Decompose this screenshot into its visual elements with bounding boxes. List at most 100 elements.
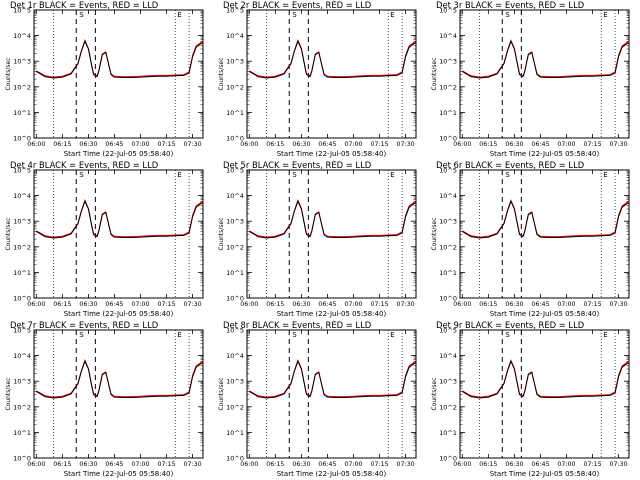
y-axis-label: Counts/sec — [5, 377, 12, 410]
series-line-lld — [462, 359, 629, 398]
y-axis-label: Counts/sec — [218, 377, 225, 410]
y-tick-label: 10^0 — [13, 295, 31, 303]
y-tick-label: 10^2 — [13, 83, 31, 91]
x-tick-label: 07:15 — [370, 141, 388, 148]
x-axis-label: Start Time (22-Jul-05 05:58:40) — [277, 310, 387, 318]
x-tick-label: 06:15 — [479, 141, 497, 148]
chart-title: Det 5r BLACK = Events, RED = LLD — [223, 160, 371, 170]
x-tick-label: 06:00 — [27, 141, 45, 148]
x-tick-label: 07:30 — [184, 301, 202, 308]
y-tick-label: 10^4 — [226, 192, 244, 200]
series-line-lld — [249, 199, 416, 238]
y-tick-label: 10^2 — [226, 83, 244, 91]
y-tick-label: 10^5 — [226, 327, 244, 335]
y-tick-label: 10^1 — [226, 109, 244, 117]
y-tick-label: 10^4 — [13, 192, 31, 200]
start-marker-label: S — [292, 11, 297, 19]
y-tick-label: 10^1 — [439, 269, 457, 277]
y-tick-label: 10^0 — [226, 295, 244, 303]
x-tick-label: 06:30 — [79, 461, 97, 468]
y-tick-label: 10^3 — [13, 378, 31, 386]
x-tick-label: 07:15 — [157, 301, 175, 308]
x-tick-label: 06:15 — [479, 301, 497, 308]
y-axis-label: Counts/sec — [218, 217, 225, 250]
y-tick-label: 10^5 — [226, 167, 244, 175]
y-tick-label: 10^3 — [439, 378, 457, 386]
series-line-events — [462, 199, 629, 239]
end-marker-label: E — [177, 11, 181, 19]
chart-title: Det 1r BLACK = Events, RED = LLD — [10, 0, 158, 10]
x-tick-label: 07:15 — [157, 461, 175, 468]
y-tick-label: 10^5 — [439, 7, 457, 15]
x-tick-label: 07:00 — [557, 141, 575, 148]
y-axis-label: Counts/sec — [5, 57, 12, 90]
y-tick-label: 10^0 — [13, 455, 31, 463]
y-tick-label: 10^1 — [439, 429, 457, 437]
chart-panel: Det 4r BLACK = Events, RED = LLD Counts/s… — [0, 160, 213, 320]
x-axis-label: Start Time (22-Jul-05 05:58:40) — [277, 470, 387, 478]
series-line-lld — [462, 39, 629, 78]
y-tick-label: 10^0 — [439, 295, 457, 303]
y-tick-label: 10^0 — [226, 135, 244, 143]
chart-svg: Det 4r BLACK = Events, RED = LLD Counts/s… — [5, 160, 204, 318]
plot-frame — [33, 329, 204, 459]
y-axis-label: Counts/sec — [5, 217, 12, 250]
y-tick-label: 10^0 — [439, 455, 457, 463]
y-tick-label: 10^3 — [226, 58, 244, 66]
end-marker-label: E — [603, 331, 607, 339]
x-axis-label: Start Time (22-Jul-05 05:58:40) — [490, 150, 600, 158]
y-tick-label: 10^4 — [226, 352, 244, 360]
y-tick-label: 10^2 — [13, 403, 31, 411]
chart-panel: Det 5r BLACK = Events, RED = LLD Counts/s… — [213, 160, 426, 320]
y-axis-label: Counts/sec — [218, 57, 225, 90]
end-marker-label: E — [603, 11, 607, 19]
chart-title: Det 3r BLACK = Events, RED = LLD — [436, 0, 584, 10]
y-tick-label: 10^5 — [439, 327, 457, 335]
y-axis-label: Counts/sec — [431, 377, 438, 410]
y-tick-label: 10^3 — [13, 58, 31, 66]
y-tick-label: 10^0 — [439, 135, 457, 143]
x-axis-label: Start Time (22-Jul-05 05:58:40) — [64, 310, 174, 318]
x-tick-label: 06:45 — [318, 461, 336, 468]
x-tick-label: 07:30 — [397, 461, 415, 468]
x-tick-label: 06:30 — [505, 141, 523, 148]
x-tick-label: 06:00 — [453, 141, 471, 148]
x-axis-label: Start Time (22-Jul-05 05:58:40) — [64, 470, 174, 478]
chart-panel: Det 8r BLACK = Events, RED = LLD Counts/s… — [213, 320, 426, 480]
y-tick-label: 10^2 — [439, 83, 457, 91]
chart-svg: Det 2r BLACK = Events, RED = LLD Counts/s… — [218, 0, 417, 158]
y-tick-label: 10^3 — [13, 218, 31, 226]
x-axis-label: Start Time (22-Jul-05 05:58:40) — [490, 310, 600, 318]
x-tick-label: 07:30 — [397, 141, 415, 148]
start-marker-label: S — [292, 171, 297, 179]
y-tick-label: 10^5 — [439, 167, 457, 175]
y-tick-label: 10^2 — [226, 403, 244, 411]
x-tick-label: 07:00 — [131, 301, 149, 308]
x-tick-label: 06:00 — [240, 141, 258, 148]
plot-frame — [246, 329, 417, 459]
y-tick-label: 10^2 — [226, 243, 244, 251]
x-tick-label: 06:45 — [531, 141, 549, 148]
x-tick-label: 07:00 — [344, 301, 362, 308]
start-marker-label: S — [79, 171, 84, 179]
x-tick-label: 06:45 — [318, 301, 336, 308]
x-tick-label: 06:15 — [266, 141, 284, 148]
x-tick-label: 07:30 — [184, 461, 202, 468]
y-tick-label: 10^5 — [13, 167, 31, 175]
chart-title: Det 8r BLACK = Events, RED = LLD — [223, 320, 371, 330]
chart-title: Det 7r BLACK = Events, RED = LLD — [10, 320, 158, 330]
x-tick-label: 06:00 — [453, 461, 471, 468]
chart-svg: Det 1r BLACK = Events, RED = LLD Counts/s… — [5, 0, 204, 158]
x-tick-label: 07:15 — [583, 301, 601, 308]
y-tick-label: 10^4 — [226, 32, 244, 40]
chart-panel: Det 7r BLACK = Events, RED = LLD Counts/s… — [0, 320, 213, 480]
x-axis-label: Start Time (22-Jul-05 05:58:40) — [277, 150, 387, 158]
chart-svg: Det 9r BLACK = Events, RED = LLD Counts/s… — [431, 320, 630, 478]
end-marker-label: E — [390, 171, 394, 179]
x-tick-label: 06:00 — [240, 301, 258, 308]
end-marker-label: E — [603, 171, 607, 179]
chart-panel: Det 9r BLACK = Events, RED = LLD Counts/s… — [426, 320, 639, 480]
x-tick-label: 07:15 — [157, 141, 175, 148]
x-tick-label: 06:30 — [292, 301, 310, 308]
